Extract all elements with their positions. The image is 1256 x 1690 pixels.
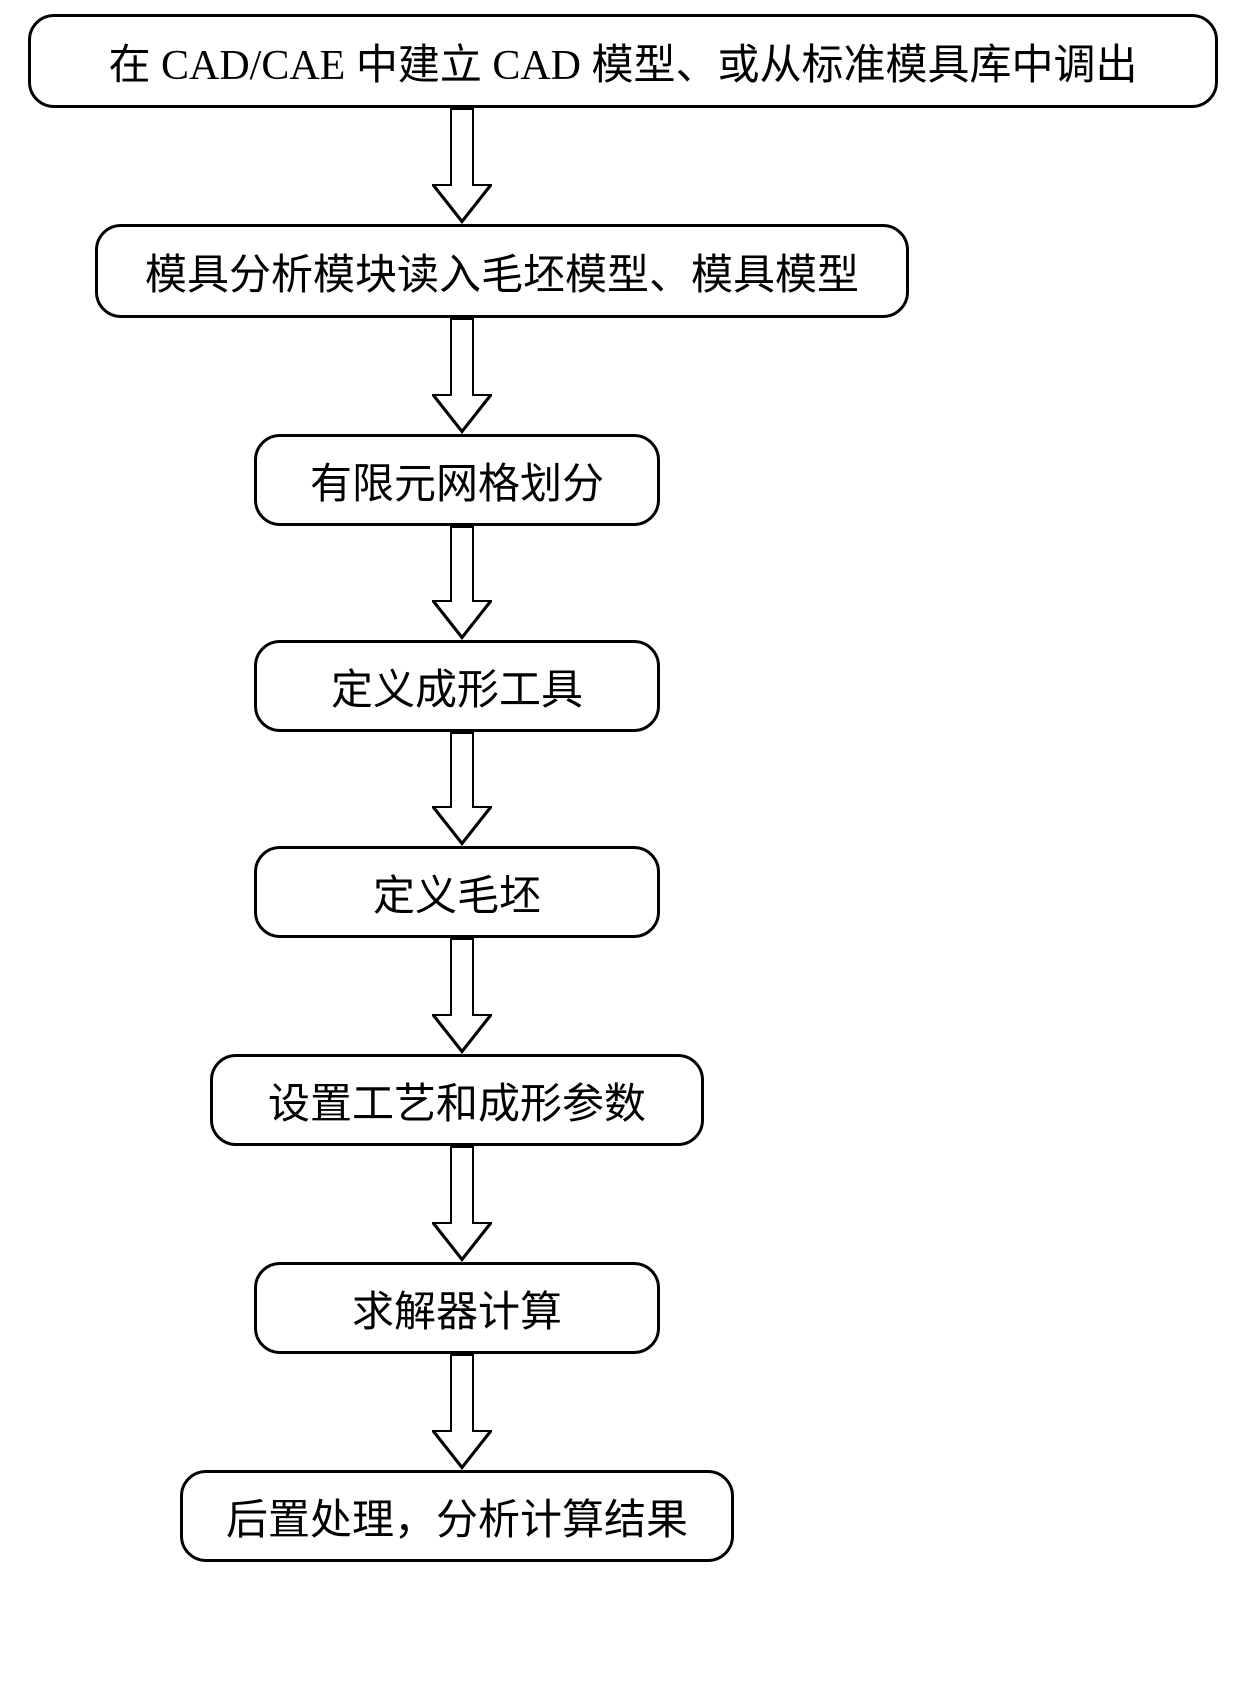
flow-node-label: 定义毛坯 bbox=[373, 862, 541, 923]
flow-node-4: 定义毛坯 bbox=[254, 846, 660, 938]
flowchart-canvas: 在 CAD/CAE 中建立 CAD 模型、或从标准模具库中调出 模具分析模块读入… bbox=[0, 0, 1256, 1690]
flow-node-label: 定义成形工具 bbox=[331, 656, 583, 717]
flow-arrow-1 bbox=[432, 318, 492, 434]
flow-arrow-6 bbox=[432, 1354, 492, 1470]
flow-node-label: 有限元网格划分 bbox=[310, 450, 604, 511]
flow-node-0: 在 CAD/CAE 中建立 CAD 模型、或从标准模具库中调出 bbox=[28, 14, 1218, 108]
flow-node-7: 后置处理，分析计算结果 bbox=[180, 1470, 734, 1562]
flow-node-label: 模具分析模块读入毛坯模型、模具模型 bbox=[145, 241, 859, 302]
flow-arrow-5 bbox=[432, 1146, 492, 1262]
flow-node-label: 后置处理，分析计算结果 bbox=[226, 1486, 688, 1547]
flow-node-1: 模具分析模块读入毛坯模型、模具模型 bbox=[95, 224, 909, 318]
flow-arrow-4 bbox=[432, 938, 492, 1054]
flow-arrow-0 bbox=[432, 108, 492, 224]
flow-node-6: 求解器计算 bbox=[254, 1262, 660, 1354]
flow-arrow-3 bbox=[432, 732, 492, 846]
flow-arrow-2 bbox=[432, 526, 492, 640]
flow-node-3: 定义成形工具 bbox=[254, 640, 660, 732]
flow-node-label: 在 CAD/CAE 中建立 CAD 模型、或从标准模具库中调出 bbox=[108, 31, 1137, 92]
flow-node-2: 有限元网格划分 bbox=[254, 434, 660, 526]
flow-node-label: 设置工艺和成形参数 bbox=[268, 1070, 646, 1131]
flow-node-label: 求解器计算 bbox=[352, 1278, 562, 1339]
flow-node-5: 设置工艺和成形参数 bbox=[210, 1054, 704, 1146]
